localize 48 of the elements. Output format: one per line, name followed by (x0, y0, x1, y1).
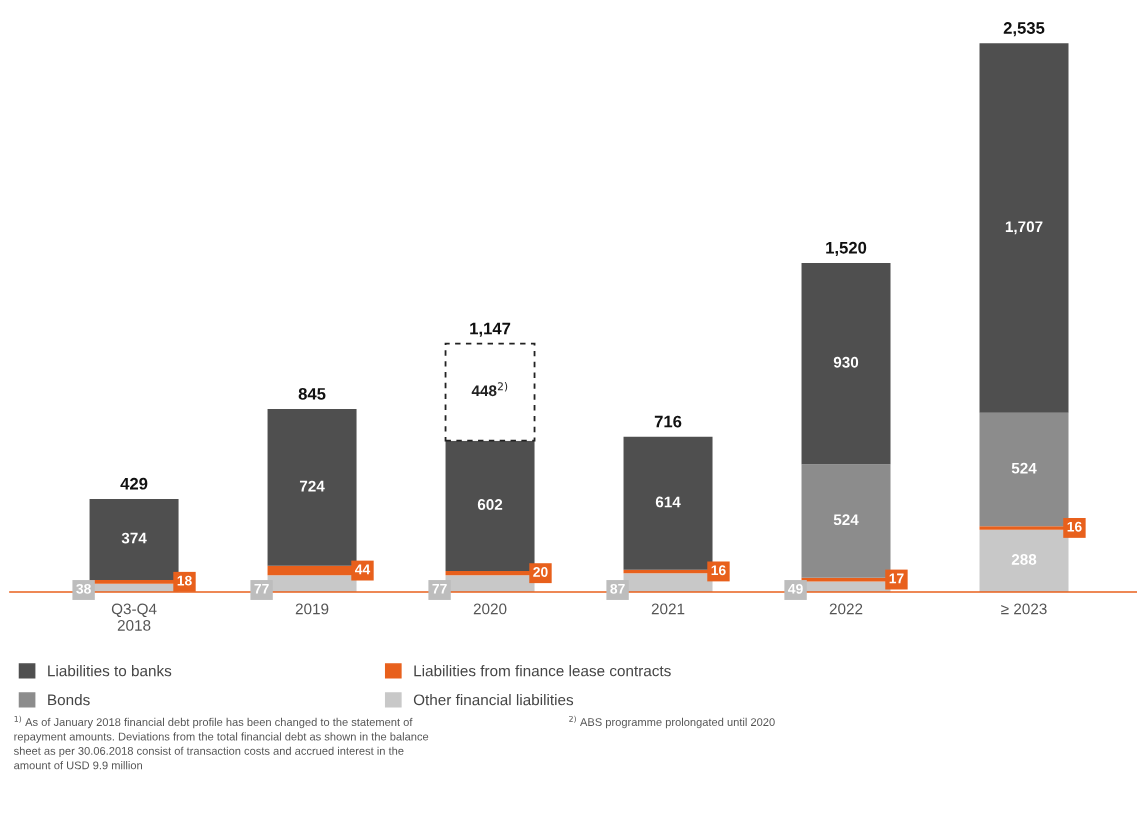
text: $^{1)}$ As of January 2018 financial debt profile has been changed to the statement of repayment amounts. Deviations from the total financial debt as shown in the balance sheet as per 30.06.2018 consist of transaction costs and accrued interest in the amount of USD 9.9 million (13, 715, 429, 770)
x-tick-label: 2021 (651, 603, 685, 615)
text: $^{2)}$ ABS programme prolongated until 2020 (569, 715, 775, 729)
data-label: 18 (177, 575, 192, 586)
bar (801, 262, 891, 465)
data-label: 17 (889, 573, 904, 584)
legend-label: Liabilities from finance lease contracts (414, 665, 671, 677)
data-label: 87 (610, 583, 625, 594)
data-label: 374 (121, 532, 147, 544)
legend-label: Liabilities to banks (48, 665, 172, 677)
bar (444, 342, 536, 442)
total-label: 429 (120, 477, 148, 490)
data-label: 44 (354, 564, 371, 575)
total-label: 1,520 (826, 241, 867, 257)
x-tick-label: Q3-Q4 2018 (111, 603, 157, 631)
bar (267, 409, 357, 566)
bar (979, 43, 1069, 413)
total-label: 2,535 (1003, 22, 1045, 37)
data-label: 614 (655, 496, 681, 508)
bar (979, 412, 1069, 527)
data-label: 77 (432, 584, 447, 594)
x-tick-label: 2019 (295, 603, 329, 615)
x-tick-label: 2020 (473, 603, 507, 615)
x-tick-label: ≥ 2023 (1001, 603, 1047, 615)
total-label: 716 (654, 415, 682, 428)
legend-label: Bonds (48, 694, 90, 706)
data-label: 49 (788, 583, 803, 594)
data-label: 77 (254, 584, 269, 594)
total-label: 845 (298, 387, 326, 400)
bar (445, 440, 535, 571)
legend-label: Other financial liabilities (413, 694, 574, 706)
data-label: 524 (833, 514, 859, 526)
bar (979, 529, 1069, 592)
data-label: 16 (1067, 521, 1082, 532)
data-label: 16 (711, 565, 726, 576)
bar (89, 498, 179, 580)
data-label: 602 (477, 499, 503, 510)
data-label: 38 (76, 583, 91, 594)
total-label: 1,147 (470, 322, 511, 337)
data-label: 524 (1011, 462, 1037, 474)
data-label: 1,707 (1005, 221, 1043, 235)
x-tick-label: 2022 (829, 603, 863, 615)
bar (801, 464, 891, 578)
bar (623, 436, 713, 570)
data-label: 724 (299, 480, 325, 492)
data-label: 930 (833, 356, 859, 368)
data-label: 448$^{2)}$ (471, 382, 508, 397)
data-label: 20 (533, 567, 548, 577)
